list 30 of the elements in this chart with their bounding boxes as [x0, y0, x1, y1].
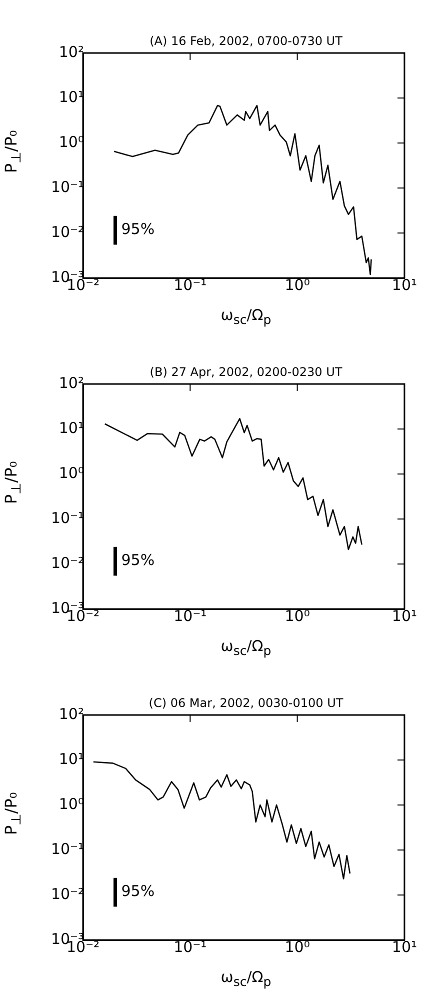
x-axis-title: ω$_{sc}$/Ω$_{p}$	[220, 637, 272, 658]
x-tick-label: 10¹	[392, 938, 418, 956]
y-tick-label: 10⁻¹	[50, 178, 84, 196]
x-tick-label: 10¹	[392, 276, 418, 294]
y-tick-label: 10¹	[58, 750, 84, 768]
x-axis-title: ω$_{sc}$/Ω$_{p}$	[220, 306, 272, 327]
y-tick-label: 10¹	[58, 88, 84, 106]
x-tick-label: 10⁻¹	[174, 938, 207, 956]
x-tick-label: 10⁻¹	[174, 606, 207, 625]
series-label: 95%	[121, 220, 155, 238]
series-label: 95%	[121, 551, 155, 570]
x-tick-label: 10¹	[392, 606, 418, 625]
y-tick-label: 10⁻¹	[50, 840, 84, 858]
y-tick-label: 10⁻²	[50, 884, 84, 903]
x-tick-label: 10⁰	[284, 276, 310, 294]
y-tick-label: 10⁻²	[50, 554, 84, 572]
chart-title: (B) 27 Apr, 2002, 0200-0230 UT	[148, 365, 344, 379]
x-tick-label: 10⁰	[284, 938, 310, 956]
y-tick-label: 10²	[58, 42, 84, 61]
chart-title: (A) 16 Feb, 2002, 0700-0730 UT	[148, 34, 344, 48]
x-tick-label: 10⁰	[284, 606, 310, 625]
y-tick-label: 10⁻¹	[50, 508, 84, 527]
y-tick-label: 10⁻²	[50, 222, 84, 241]
y-tick-label: 10²	[58, 374, 84, 392]
series-label: 95%	[121, 882, 155, 900]
x-tick-label: 10⁻¹	[174, 276, 207, 294]
x-axis-title: ω$_{sc}$/Ω$_{p}$	[220, 968, 272, 989]
y-tick-label: 10²	[58, 704, 84, 723]
y-tick-label: 10¹	[58, 418, 84, 437]
chart-title: (C) 06 Mar, 2002, 0030-0100 UT	[148, 696, 344, 710]
